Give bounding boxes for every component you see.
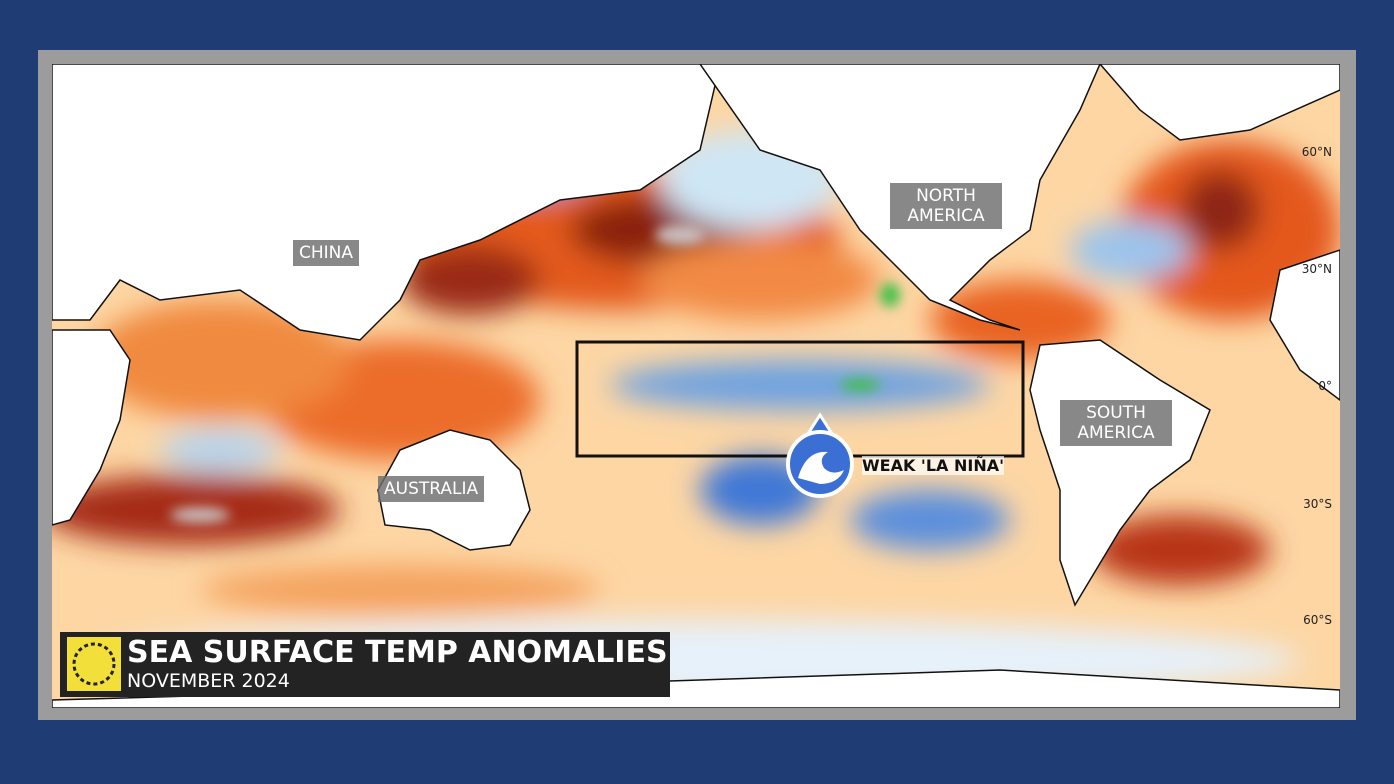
latitude-label: 30°N xyxy=(1301,262,1332,276)
region-label: SOUTH AMERICA xyxy=(1060,400,1172,446)
logo xyxy=(67,637,121,691)
region-label: AUSTRALIA xyxy=(378,476,485,502)
latitude-label: 0° xyxy=(1318,379,1332,393)
la-nina-icon xyxy=(786,412,854,498)
latitude-label: 30°S xyxy=(1303,497,1332,511)
title-box xyxy=(60,632,670,697)
region-label: NORTH AMERICA xyxy=(890,183,1002,229)
subtitle: NOVEMBER 2024 xyxy=(127,670,290,692)
latitude-label: 60°N xyxy=(1301,145,1332,159)
callout: WEAK 'LA NIÑA' xyxy=(862,456,1004,475)
region-label: CHINA xyxy=(293,240,360,266)
title: SEA SURFACE TEMP ANOMALIES xyxy=(127,635,668,670)
latitude-label: 60°S xyxy=(1303,613,1332,627)
